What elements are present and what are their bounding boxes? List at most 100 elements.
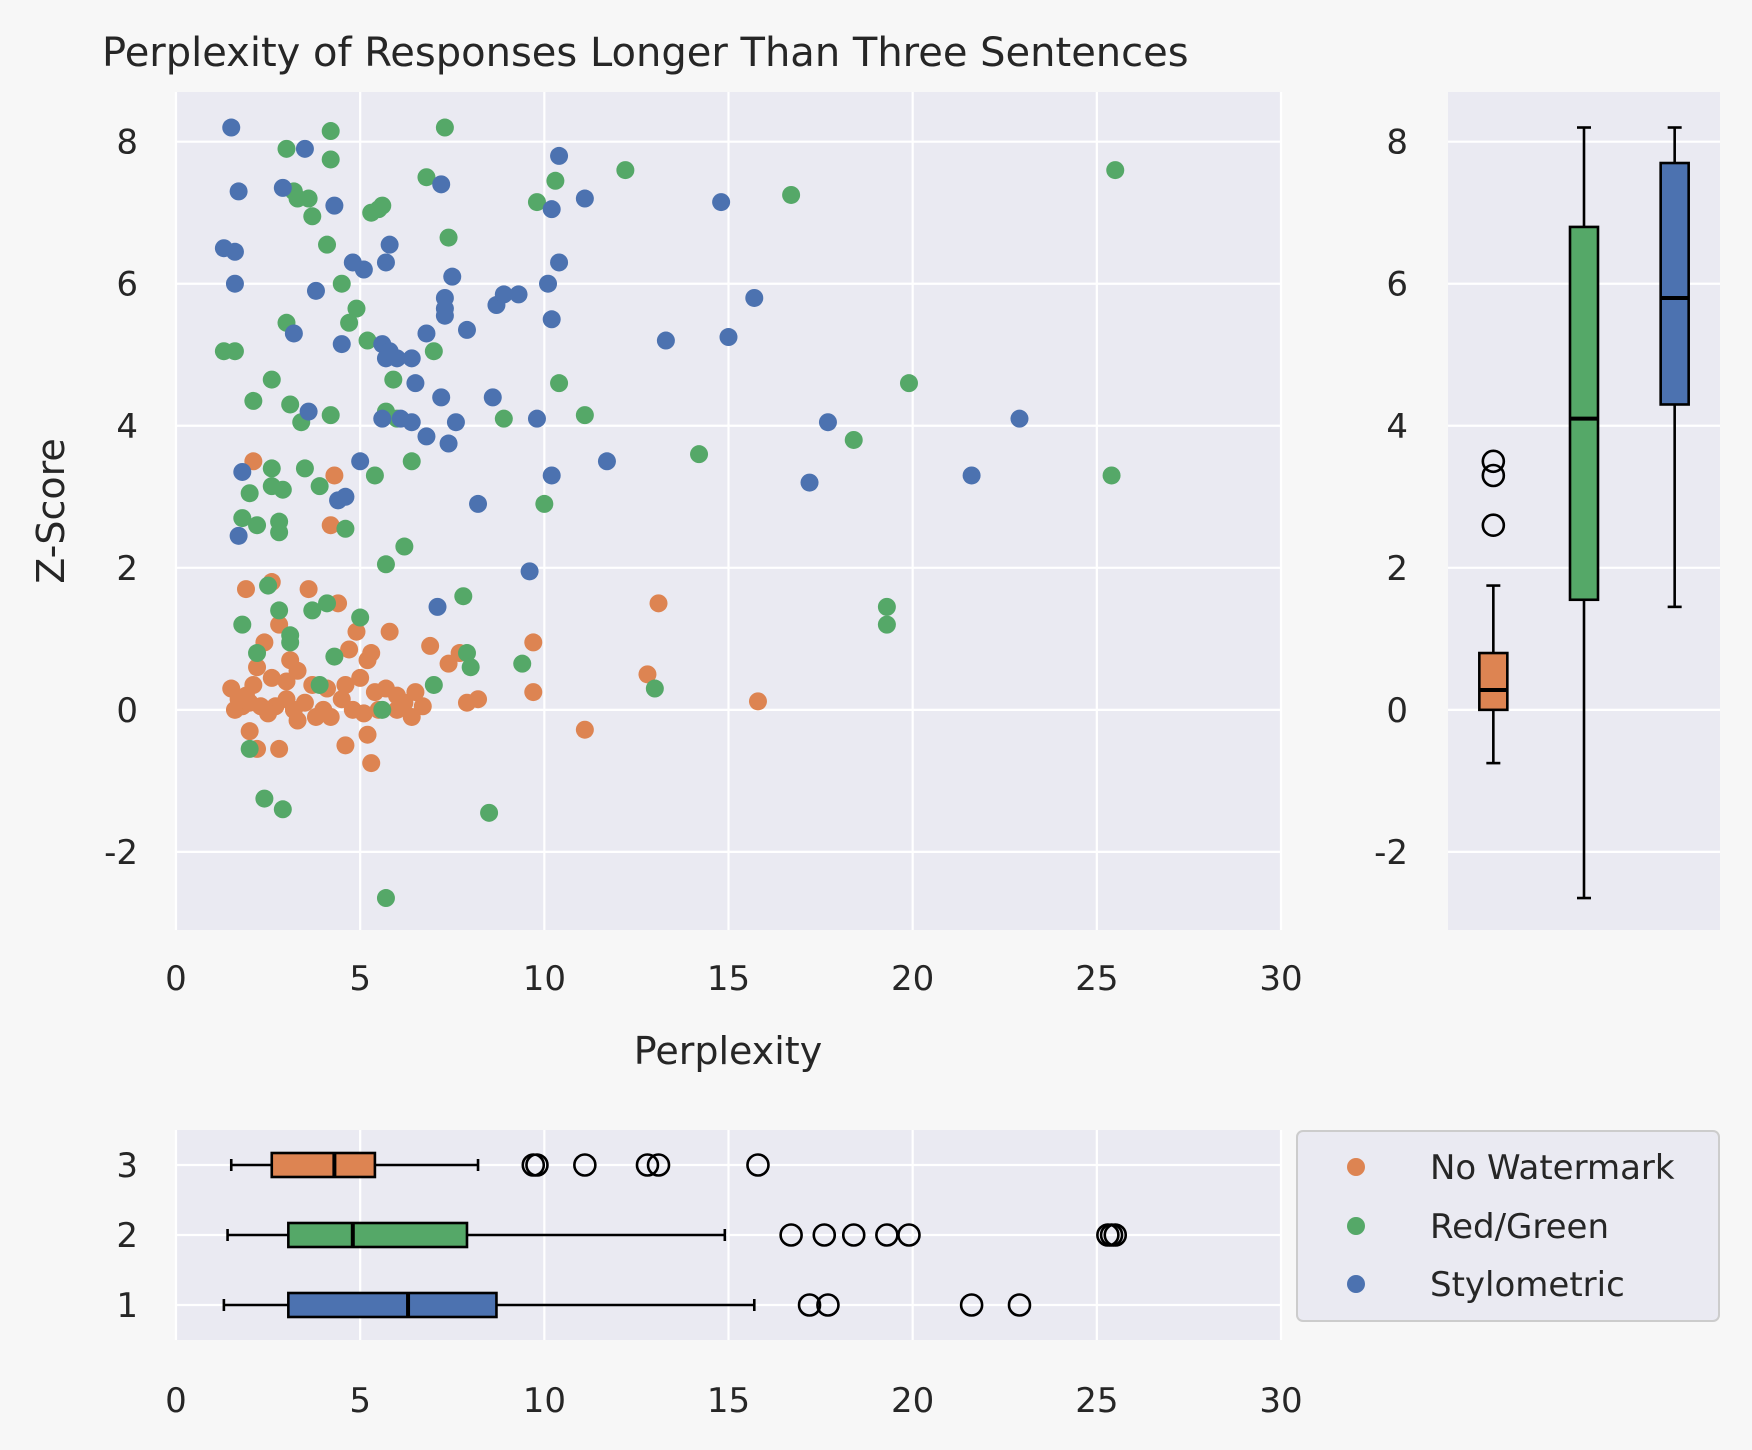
- scatter-point-stylometric: [373, 409, 392, 428]
- scatter-point-red-green: [373, 196, 392, 215]
- scatter-point-stylometric: [299, 402, 318, 421]
- scatter-point-stylometric: [818, 413, 837, 432]
- horizontal-boxplot-x-tick-label: 20: [891, 1381, 934, 1421]
- scatter-point-red-green: [340, 313, 359, 332]
- scatter-point-red-green: [461, 658, 480, 677]
- scatter-y-tick-label: 2: [116, 549, 138, 589]
- scatter-point-stylometric: [439, 434, 458, 453]
- outlier-marker: [816, 1293, 840, 1317]
- scatter-point-red-green: [321, 122, 340, 141]
- horizontal-box-red-green: [226, 1221, 1128, 1249]
- scatter-point-stylometric: [550, 146, 569, 165]
- scatter-point-no-watermark: [351, 668, 370, 687]
- scatter-point-red-green: [303, 207, 322, 226]
- vertical-box-stylometric: [1659, 126, 1690, 609]
- scatter-point-red-green: [262, 370, 281, 389]
- scatter-point-stylometric: [800, 473, 819, 492]
- horizontal-boxplot-x-tick-label: 30: [1259, 1381, 1302, 1421]
- scatter-point-stylometric: [222, 118, 241, 137]
- scatter-point-stylometric: [380, 235, 399, 254]
- scatter-point-no-watermark: [748, 692, 767, 711]
- horizontal-boxplot-y-tick-label: 1: [116, 1286, 138, 1326]
- scatter-point-stylometric: [550, 253, 569, 272]
- horizontal-boxplot-x-tick-label: 25: [1075, 1381, 1118, 1421]
- scatter-point-red-green: [690, 445, 709, 464]
- scatter-point-red-green: [1106, 161, 1125, 180]
- scatter-point-red-green: [321, 150, 340, 169]
- scatter-point-red-green: [546, 171, 565, 190]
- scatter-point-red-green: [310, 477, 329, 496]
- horizontal-boxplot-y-tick-label: 3: [116, 1146, 138, 1186]
- scatter-point-stylometric: [354, 260, 373, 279]
- scatter-point-no-watermark: [262, 668, 281, 687]
- scatter-point-stylometric: [225, 242, 244, 261]
- scatter-point-red-green: [318, 235, 337, 254]
- scatter-point-red-green: [424, 675, 443, 694]
- scatter-point-red-green: [255, 789, 274, 808]
- scatter-point-no-watermark: [240, 722, 259, 741]
- outlier-marker: [746, 1153, 770, 1177]
- scatter-point-stylometric: [719, 328, 738, 347]
- scatter-point-red-green: [351, 608, 370, 627]
- scatter-y-tick-label: -2: [104, 833, 138, 873]
- vertical-boxplot-boxes: [1478, 126, 1690, 900]
- vertical-boxplot-y-tick-label: 2: [1386, 549, 1408, 589]
- scatter-point-red-green: [424, 342, 443, 361]
- scatter-point-stylometric: [388, 349, 406, 368]
- scatter-point-no-watermark: [288, 711, 307, 730]
- scatter-point-no-watermark: [236, 580, 255, 599]
- outlier-marker: [1103, 1223, 1128, 1247]
- scatter-point-no-watermark: [299, 580, 318, 599]
- outlier-marker: [573, 1153, 597, 1177]
- horizontal-boxplot-x-tick-label: 15: [707, 1381, 750, 1421]
- outlier-marker: [841, 1223, 866, 1247]
- scatter-point-red-green: [365, 466, 384, 485]
- scatter-point-no-watermark: [575, 720, 594, 739]
- vertical-boxplot-panel: -2 0 2 4 6 8: [1374, 92, 1720, 930]
- scatter-x-tick-label: 5: [349, 959, 371, 999]
- scatter-x-tick-label: 25: [1075, 959, 1118, 999]
- scatter-point-red-green: [527, 193, 546, 212]
- scatter-point-red-green: [303, 601, 322, 620]
- scatter-panel: 0 5 10 15 20 25 30 -2 0 2 4 6 8 Perplexity Z-Score: [29, 92, 1303, 1073]
- scatter-point-red-green: [535, 494, 554, 513]
- scatter-point-stylometric: [432, 175, 451, 194]
- scatter-point-red-green: [259, 576, 278, 595]
- scatter-point-stylometric: [402, 413, 421, 432]
- scatter-point-stylometric: [273, 178, 292, 197]
- scatter-point-no-watermark: [388, 700, 406, 719]
- scatter-point-no-watermark: [358, 725, 377, 744]
- outlier-marker: [959, 1293, 984, 1317]
- scatter-point-red-green: [332, 274, 351, 293]
- scatter-point-no-watermark: [288, 661, 307, 680]
- legend-marker-red-green: [1347, 1217, 1365, 1235]
- scatter-point-red-green: [376, 555, 395, 574]
- scatter-point-red-green: [325, 647, 344, 666]
- scatter-point-stylometric: [575, 189, 594, 208]
- scatter-point-stylometric: [539, 274, 558, 293]
- scatter-point-stylometric: [1010, 409, 1029, 428]
- scatter-point-red-green: [318, 594, 337, 613]
- y-axis-label: Z-Score: [29, 438, 73, 584]
- scatter-point-stylometric: [520, 562, 539, 581]
- scatter-point-red-green: [645, 679, 664, 698]
- scatter-point-red-green: [277, 139, 296, 158]
- outlier-marker: [646, 1153, 671, 1177]
- scatter-point-no-watermark: [295, 693, 314, 712]
- scatter-point-no-watermark: [362, 644, 381, 663]
- scatter-y-tick-label: 0: [116, 691, 138, 731]
- scatter-point-stylometric: [527, 409, 546, 428]
- horizontal-boxplot-x-tick-label: 0: [165, 1381, 187, 1421]
- scatter-point-red-green: [550, 374, 569, 393]
- scatter-point-red-green: [262, 459, 281, 478]
- scatter-point-stylometric: [417, 427, 436, 446]
- scatter-point-stylometric: [428, 597, 447, 616]
- scatter-point-stylometric: [306, 281, 325, 300]
- horizontal-boxplot-boxes: [222, 1151, 1128, 1319]
- scatter-point-red-green: [435, 118, 454, 137]
- legend-marker-no-watermark: [1347, 1158, 1365, 1176]
- scatter-point-red-green: [494, 409, 513, 428]
- scatter-point-no-watermark: [413, 697, 432, 716]
- scatter-y-tick-labels: -2 0 2 4 6 8: [104, 123, 138, 873]
